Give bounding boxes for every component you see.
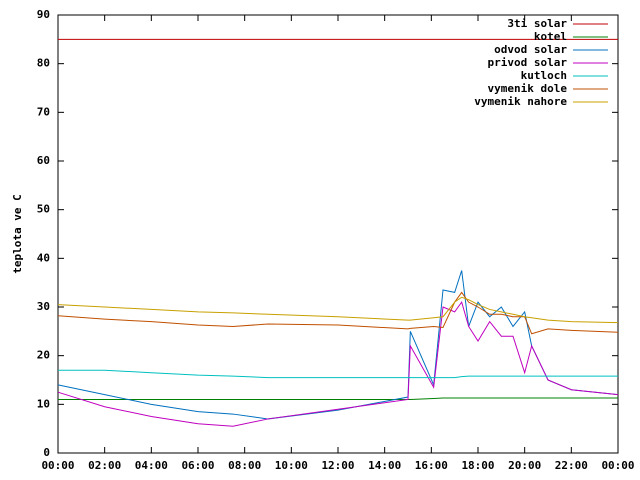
- x-tick-label: 20:00: [508, 459, 541, 472]
- x-tick-label: 22:00: [555, 459, 588, 472]
- plot-border: [57, 14, 619, 454]
- y-tick-label: 30: [37, 300, 50, 313]
- legend-label: odvod solar: [494, 43, 567, 56]
- x-tick-label: 02:00: [88, 459, 121, 472]
- y-tick-label: 70: [37, 105, 50, 118]
- legend-label: kotel: [534, 30, 567, 43]
- legend-label: 3ti solar: [507, 17, 567, 30]
- legend-label: vymenik dole: [488, 82, 568, 95]
- x-tick-label: 18:00: [461, 459, 494, 472]
- x-tick-label: 06:00: [181, 459, 214, 472]
- y-tick-label: 20: [37, 349, 50, 362]
- series-line: [57, 296, 619, 324]
- legend-label: vymenik nahore: [474, 95, 567, 108]
- y-tick-label: 50: [37, 203, 50, 216]
- series-line: [58, 369, 618, 379]
- y-tick-label: 10: [37, 397, 50, 410]
- x-tick-label: 16:00: [415, 459, 448, 472]
- series-line: [57, 301, 619, 427]
- x-tick-label: 14:00: [368, 459, 401, 472]
- y-tick-label: 80: [37, 57, 50, 70]
- y-tick-label: 40: [37, 251, 50, 264]
- y-tick-label: 90: [37, 8, 50, 21]
- y-tick-label: 0: [43, 446, 50, 459]
- x-tick-label: 12:00: [321, 459, 354, 472]
- x-tick-label: 08:00: [228, 459, 261, 472]
- legend-label: privod solar: [488, 56, 568, 69]
- series-line: [58, 397, 618, 400]
- legend-label: kutloch: [521, 69, 567, 82]
- x-tick-label: 10:00: [275, 459, 308, 472]
- y-axis-label: teplota ve C: [11, 194, 24, 273]
- y-tick-label: 60: [37, 154, 50, 167]
- x-tick-label: 04:00: [135, 459, 168, 472]
- x-tick-label: 00:00: [601, 459, 634, 472]
- x-tick-label: 00:00: [41, 459, 74, 472]
